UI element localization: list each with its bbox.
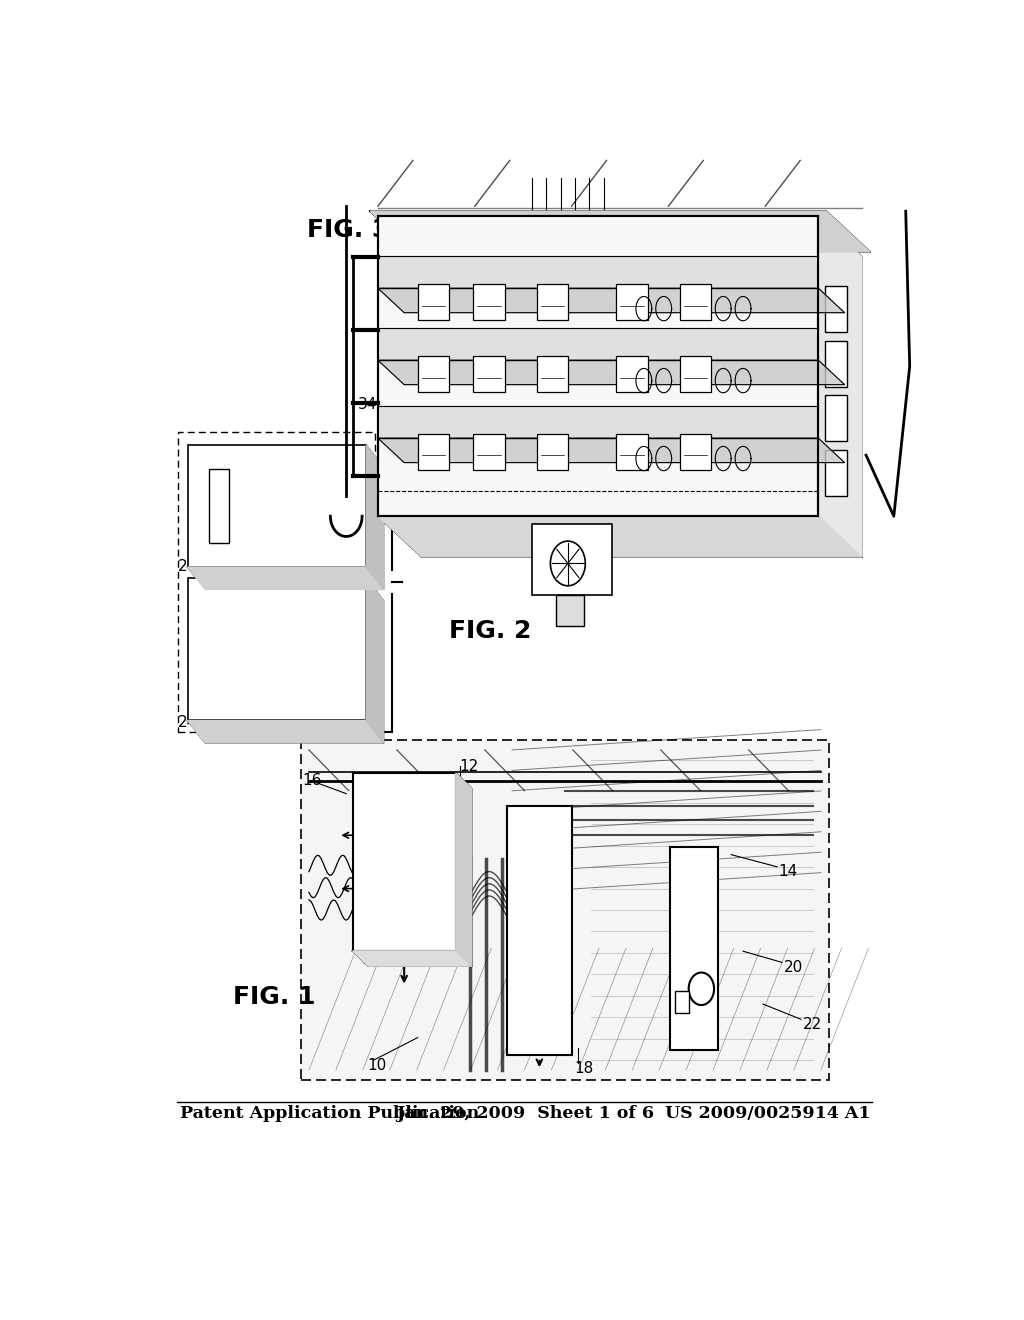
Polygon shape [378,327,818,360]
Text: 34: 34 [358,397,378,412]
Polygon shape [378,516,862,557]
Bar [680,356,712,392]
Polygon shape [378,288,845,313]
Polygon shape [367,445,384,589]
Text: 24: 24 [178,715,198,730]
Polygon shape [378,405,818,438]
Text: 20: 20 [783,960,803,975]
Bar [680,434,712,470]
Bar [418,356,450,392]
Bar [537,356,568,392]
Polygon shape [378,360,845,384]
Bar [532,524,611,595]
Bar [507,805,571,1055]
Bar [824,341,847,387]
Text: 18: 18 [574,1060,593,1076]
Text: 14: 14 [778,865,798,879]
Text: 16: 16 [303,774,322,788]
Bar [473,356,505,392]
Bar [680,284,712,319]
Polygon shape [352,950,472,966]
Text: FIG. 2: FIG. 2 [450,619,531,643]
Text: 36: 36 [382,446,401,461]
Text: US 2009/0025914 A1: US 2009/0025914 A1 [665,1105,870,1122]
Bar [824,286,847,331]
Polygon shape [187,568,384,589]
Polygon shape [367,578,384,743]
Text: 32: 32 [517,437,537,453]
Bar [378,216,818,516]
Bar [187,445,366,568]
Bar [616,284,648,319]
Bar [824,450,847,496]
Bar [824,396,847,441]
Bar [537,434,568,470]
Bar [418,434,450,470]
Bar [301,739,828,1080]
Bar [556,595,584,626]
Text: FIG. 1: FIG. 1 [232,985,315,1008]
Polygon shape [818,216,862,557]
Text: 32: 32 [414,220,433,235]
Text: 10: 10 [368,1057,387,1073]
Bar [473,434,505,470]
Text: 22: 22 [803,1016,822,1032]
Text: Jan. 29, 2009  Sheet 1 of 6: Jan. 29, 2009 Sheet 1 of 6 [396,1105,653,1122]
Text: FIG. 3: FIG. 3 [306,218,389,242]
Polygon shape [378,256,818,288]
Text: 32: 32 [527,521,547,537]
Polygon shape [370,211,870,252]
Bar [178,432,375,731]
Bar [301,739,828,1080]
Bar [187,578,366,721]
Bar [675,991,689,1014]
Polygon shape [187,721,384,743]
Bar [473,284,505,319]
Bar [616,356,648,392]
Bar [537,284,568,319]
Polygon shape [378,438,845,462]
Bar [352,774,456,950]
Bar [209,470,228,543]
Text: 30: 30 [618,529,638,544]
Text: 38: 38 [416,496,434,511]
Bar [418,284,450,319]
Text: 12: 12 [460,759,479,774]
Text: 26: 26 [178,560,198,574]
Polygon shape [456,774,472,966]
Text: Patent Application Publication: Patent Application Publication [179,1105,479,1122]
Bar [671,846,718,1049]
Bar [616,434,648,470]
Text: 28: 28 [708,220,727,235]
